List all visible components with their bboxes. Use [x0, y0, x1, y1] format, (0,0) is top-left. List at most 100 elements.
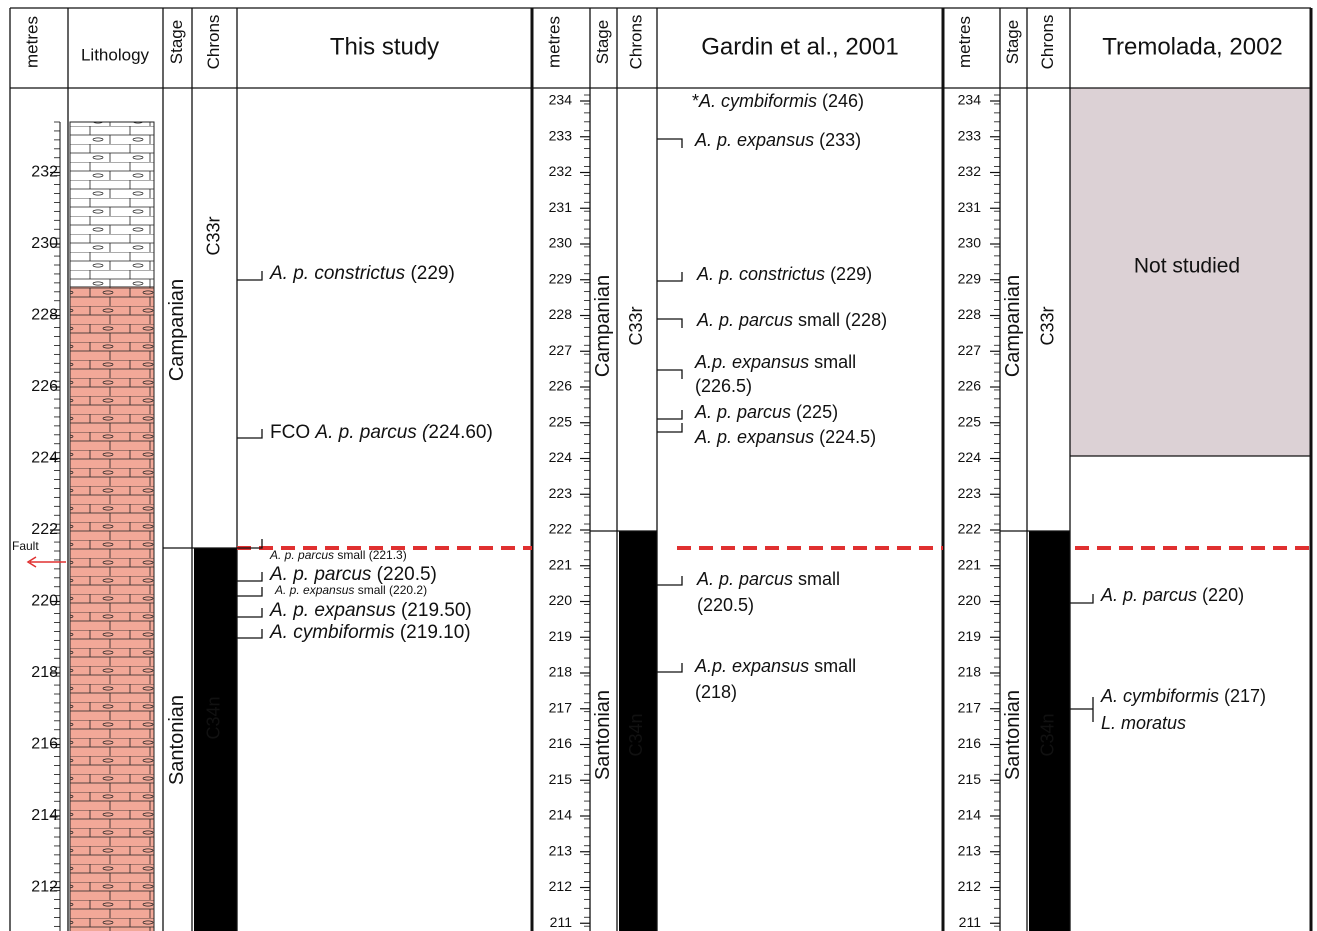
stage-label: Campanian	[592, 275, 614, 377]
depth-label: 234	[549, 92, 573, 108]
event-text: *	[692, 91, 699, 111]
event-text: A. p. parcus	[269, 564, 372, 585]
event-text: A. p. expansus	[274, 583, 354, 597]
header-metres: metres	[544, 16, 563, 68]
event-text: 224.60)	[428, 422, 492, 443]
depth-label: 220	[31, 593, 58, 610]
depth-label: 228	[549, 306, 573, 322]
depth-label: 221	[958, 556, 982, 572]
fault-label: Fault	[12, 539, 39, 553]
event-label: (220.5)	[697, 595, 754, 615]
depth-label: 231	[958, 199, 982, 215]
event-label: FCO A. p. parcus (224.60)	[270, 422, 493, 443]
depth-label: 221	[549, 556, 573, 572]
depth-label: 217	[958, 699, 982, 715]
stage-label: Santonian	[1002, 690, 1024, 780]
event-text: (220.5)	[697, 595, 754, 615]
event-text: (233)	[814, 130, 861, 150]
chron-label: C34n	[1037, 713, 1057, 756]
depth-label: 222	[549, 521, 573, 537]
header-chrons: Chrons	[626, 15, 645, 70]
depth-label: 211	[959, 914, 982, 930]
event-label: A. cymbiformis (219.10)	[269, 622, 471, 643]
depth-label: 224	[549, 449, 573, 465]
event-marker	[657, 663, 682, 672]
depth-label: 222	[31, 521, 58, 538]
event-text: A. p. parcus	[1100, 585, 1197, 605]
header-title: This study	[330, 33, 439, 60]
depth-label: 223	[549, 485, 573, 501]
depth-label: 216	[549, 735, 573, 751]
event-marker	[237, 429, 262, 438]
event-label: L. moratus	[1101, 713, 1186, 733]
event-text: small (221.3)	[334, 548, 407, 562]
depth-label: 220	[549, 592, 573, 608]
event-text: (229)	[405, 263, 455, 284]
event-label: A. p. constrictus (229)	[269, 263, 455, 284]
event-text: (218)	[695, 682, 737, 702]
event-text: (217)	[1219, 686, 1266, 706]
event-marker	[237, 608, 262, 617]
event-label: A. p. expansus (233)	[694, 130, 861, 150]
depth-label: 216	[31, 736, 58, 753]
event-marker	[237, 572, 262, 581]
event-label: A. p. expansus (224.5)	[694, 427, 876, 447]
depth-label: 232	[958, 163, 982, 179]
depth-label: 218	[31, 664, 58, 681]
event-text: small (220.2)	[354, 583, 427, 597]
stage-label: Campanian	[166, 279, 188, 381]
event-text: A. p. expansus	[269, 600, 396, 621]
depth-label: 228	[31, 307, 58, 324]
depth-label: 214	[31, 807, 58, 824]
depth-label: 234	[958, 92, 982, 108]
event-text: (226.5)	[695, 376, 752, 396]
depth-label: 227	[958, 342, 982, 358]
event-marker	[657, 410, 682, 419]
depth-label: 229	[549, 270, 573, 286]
event-marker	[1070, 697, 1093, 722]
depth-label: 226	[958, 378, 982, 394]
depth-label: 219	[958, 628, 982, 644]
depth-label: 227	[549, 342, 573, 358]
depth-label: 232	[549, 163, 573, 179]
not-studied-label: Not studied	[1134, 255, 1240, 278]
header-stage: Stage	[167, 20, 186, 64]
event-label: A. p. parcus (220.5)	[269, 564, 437, 585]
depth-label: 212	[31, 879, 58, 896]
depth-label: 214	[958, 807, 982, 823]
header-stage: Stage	[1003, 20, 1022, 64]
depth-label: 232	[31, 164, 58, 181]
event-label: A. cymbiformis (217)	[1100, 686, 1266, 706]
lithology-marl	[70, 287, 154, 931]
event-text: (220)	[1197, 585, 1244, 605]
depth-label: 211	[550, 914, 573, 930]
event-marker	[657, 423, 682, 432]
depth-label: 213	[958, 842, 982, 858]
header-lithology: Lithology	[81, 45, 150, 64]
event-label: A. p. expansus small (220.2)	[274, 583, 427, 597]
event-label: (226.5)	[695, 376, 752, 396]
correlation-diagram: CampanianSantonianC33rC34nmetresStageChr…	[0, 0, 1317, 931]
event-marker	[237, 271, 262, 280]
event-text: small (228)	[793, 310, 887, 330]
header-title: Tremolada, 2002	[1102, 33, 1283, 60]
header-chrons: Chrons	[1038, 15, 1057, 70]
depth-label: 224	[958, 449, 982, 465]
header-metres: metres	[22, 16, 41, 68]
event-label: A.p. expansus small	[694, 656, 856, 676]
event-text: A. cymbiformis	[269, 622, 395, 643]
event-text: small	[809, 352, 856, 372]
event-text: A. p. expansus	[694, 427, 814, 447]
header-metres: metres	[955, 16, 974, 68]
event-marker	[657, 319, 682, 328]
event-text: A. p. parcus	[694, 402, 791, 422]
depth-label: 215	[958, 771, 982, 787]
event-marker	[657, 272, 682, 281]
depth-label: 226	[549, 378, 573, 394]
header-title: Gardin et al., 2001	[701, 33, 898, 60]
event-text: A. p. parcus	[696, 569, 793, 589]
depth-label: 224	[31, 450, 58, 467]
event-text: A.p. expansus	[694, 656, 809, 676]
event-label: A. p. parcus (220)	[1100, 585, 1244, 605]
